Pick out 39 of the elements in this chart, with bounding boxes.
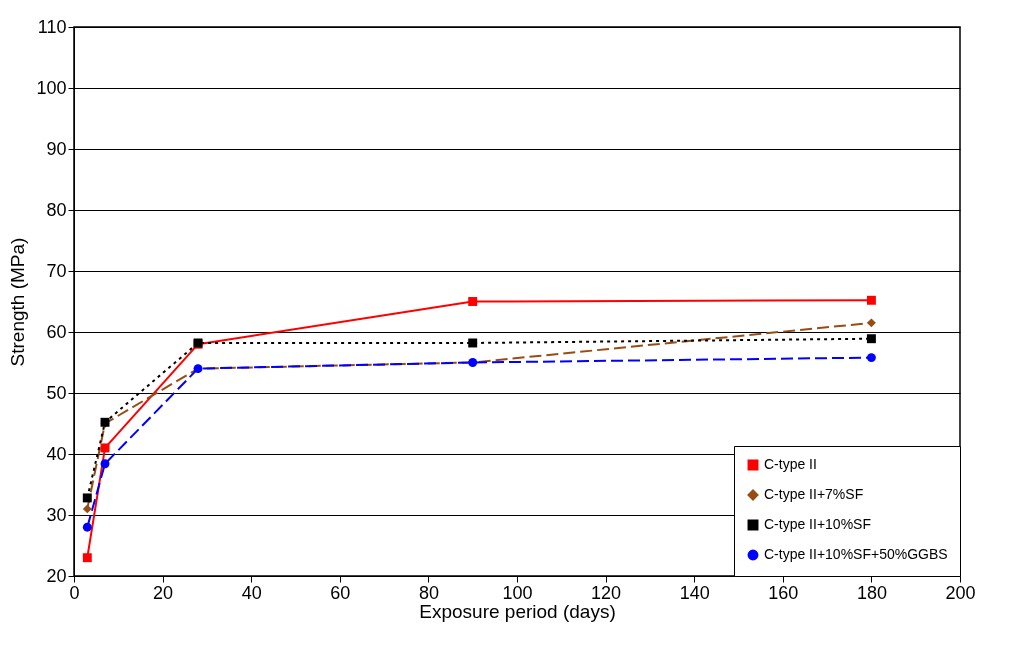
point — [82, 504, 92, 514]
legend-label: C-type II+7%SF — [764, 486, 864, 502]
point — [100, 443, 110, 453]
point — [82, 553, 92, 563]
legend-label: C-type II+10%SF+50%GGBS — [764, 546, 948, 562]
y-axis-title: Strength (MPa) — [7, 237, 29, 367]
legend-label: C-type II — [764, 456, 817, 472]
x-tick-label: 100 — [502, 582, 533, 603]
y-tick-label: 60 — [46, 321, 67, 342]
point — [468, 297, 478, 306]
y-tick-label: 40 — [46, 443, 67, 464]
x-tick-label: 40 — [241, 582, 262, 603]
point — [468, 338, 478, 348]
y-tick-label: 80 — [46, 199, 67, 220]
y-tick-label: 50 — [46, 382, 67, 403]
x-tick-label: 60 — [330, 582, 351, 603]
x-tick-label: 20 — [153, 582, 174, 603]
point — [866, 334, 876, 344]
x-tick-label: 140 — [679, 582, 710, 603]
point — [82, 493, 92, 503]
y-tick-label: 70 — [46, 260, 67, 281]
y-tick-label: 20 — [46, 565, 67, 586]
point — [100, 459, 110, 469]
x-tick-label: 180 — [856, 582, 887, 603]
legend-label: C-type II+10%SF — [764, 516, 871, 532]
x-tick-label: 120 — [591, 582, 622, 603]
point — [866, 295, 876, 305]
x-tick-label: 200 — [945, 582, 976, 603]
y-tick-label: 110 — [37, 16, 67, 37]
point — [82, 522, 92, 532]
x-tick-label: 160 — [768, 582, 799, 603]
point — [866, 353, 876, 363]
point — [866, 318, 876, 328]
y-tick-label: 90 — [46, 138, 67, 159]
y-tick-label: 100 — [36, 77, 67, 98]
y-tick-label: 30 — [46, 504, 67, 525]
x-axis-title: Exposure period (days) — [419, 600, 616, 622]
x-tick-label: 80 — [418, 582, 439, 603]
x-tick-label: 0 — [69, 582, 80, 603]
